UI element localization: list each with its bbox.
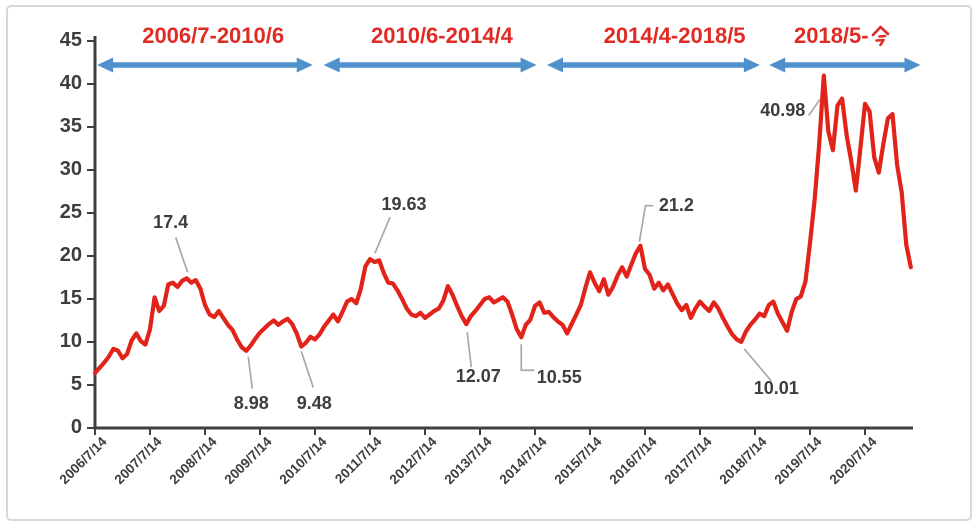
annotation-leader <box>466 332 473 368</box>
price-line-series <box>92 73 913 376</box>
annotation-leader <box>638 204 654 242</box>
arrow-left-head <box>323 57 340 73</box>
y-tick-label: 10 <box>59 330 82 352</box>
period-label: 2006/7-2010/6 <box>142 23 285 48</box>
arrow-right-head <box>904 57 921 73</box>
period-label: 2018/5- <box>722 23 962 49</box>
arrow-right-head <box>296 57 313 73</box>
arrow-left-head <box>769 57 786 73</box>
data-annotation: 10.01 <box>753 377 799 398</box>
y-tick-label: 15 <box>59 287 82 309</box>
y-tick-label: 45 <box>59 29 82 51</box>
arrow-left-head <box>547 57 564 73</box>
data-annotation: 19.63 <box>381 194 427 215</box>
annotation-leader <box>174 237 189 273</box>
y-tick-label: 20 <box>59 244 82 266</box>
y-tick-label: 30 <box>59 158 82 180</box>
arrow-right-head <box>520 57 537 73</box>
data-annotation: 40.98 <box>760 99 806 120</box>
annotation-leader <box>743 348 772 382</box>
annotation-leader <box>520 344 535 372</box>
y-tick-label: 0 <box>70 416 82 438</box>
data-annotation: 10.55 <box>536 367 582 388</box>
y-tick-label: 5 <box>70 373 82 395</box>
annotation-leader <box>808 99 821 117</box>
data-annotation: 12.07 <box>455 366 501 387</box>
jin-now-character-glyph <box>871 25 889 46</box>
data-annotation: 9.48 <box>296 393 332 414</box>
y-tick-label: 35 <box>59 115 82 137</box>
data-annotation: 8.98 <box>233 392 269 413</box>
period-label: 2010/6-2014/4 <box>371 23 513 48</box>
annotation-leader <box>300 351 315 388</box>
data-annotation: 21.2 <box>658 194 694 215</box>
annotation-leader <box>247 356 254 389</box>
arrow-right-head <box>743 57 760 73</box>
period-label: 2014/4-2018/5 <box>603 23 746 48</box>
annotation-leader <box>374 216 391 254</box>
data-annotation: 17.4 <box>153 212 189 233</box>
y-tick-label: 25 <box>59 201 82 223</box>
arrow-left-head <box>97 57 114 73</box>
y-tick-label: 40 <box>59 72 82 94</box>
